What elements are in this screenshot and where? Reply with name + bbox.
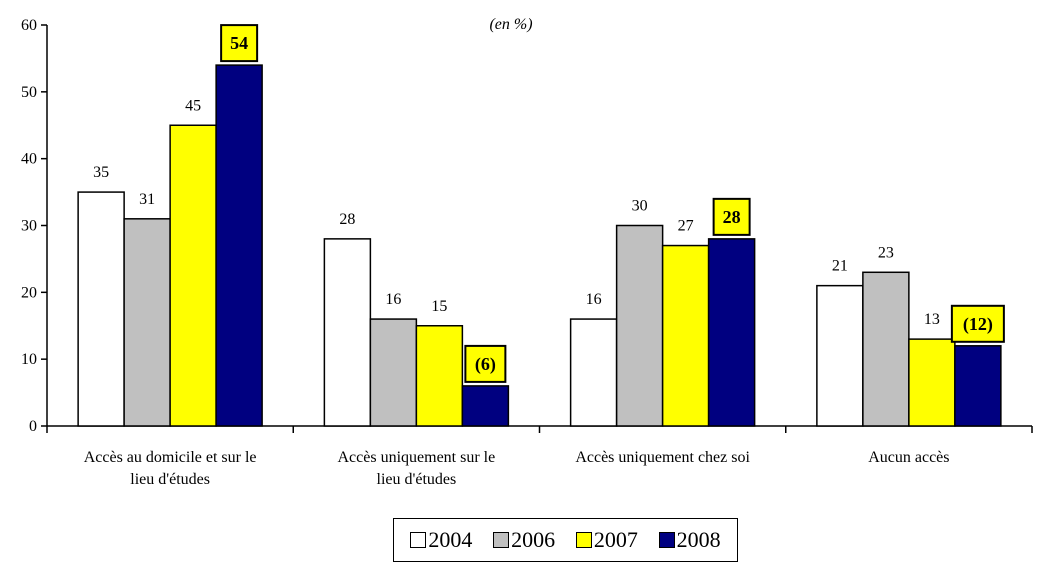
legend-label: 2004 bbox=[428, 527, 473, 552]
highlight-label-box bbox=[220, 24, 259, 63]
axes: 0 10 20 30 40 50 60 Accès au domicile et sur le… bbox=[21, 17, 1033, 488]
data-label: 21 bbox=[832, 258, 848, 275]
legend-label: 2008 bbox=[676, 527, 721, 552]
legend-swatch bbox=[575, 532, 592, 548]
highlight-label-box bbox=[712, 197, 751, 236]
bar-2006 bbox=[862, 271, 910, 427]
bar-2004 bbox=[816, 284, 864, 427]
data-label: 16 bbox=[385, 291, 401, 308]
legend-label: 2006 bbox=[511, 527, 556, 552]
bar-2007 bbox=[661, 244, 710, 427]
y-tick-label: 30 bbox=[21, 218, 37, 235]
data-label: (12) bbox=[963, 314, 993, 335]
data-label: 35 bbox=[93, 164, 109, 181]
bar-2007 bbox=[415, 325, 464, 427]
data-label: 45 bbox=[185, 97, 201, 114]
legend-item-2006: 2006 bbox=[493, 527, 555, 553]
bar-2008 bbox=[461, 385, 510, 427]
bar-chart: (en %) 0 10 20 30 40 50 60 Accès au domicile et… bbox=[21, 16, 1033, 488]
legend-swatch bbox=[658, 532, 675, 548]
data-label: 28 bbox=[339, 211, 355, 228]
highlight-label-box bbox=[464, 344, 507, 383]
y-tick-label: 60 bbox=[21, 17, 37, 34]
legend-swatch bbox=[493, 532, 510, 548]
bars bbox=[77, 64, 1002, 427]
bar-2006 bbox=[615, 224, 664, 427]
bar-2004 bbox=[323, 238, 372, 427]
bar-2008 bbox=[215, 64, 263, 427]
y-tick-label: 40 bbox=[21, 151, 37, 168]
bar-2004 bbox=[77, 191, 125, 427]
y-tick-label: 10 bbox=[21, 351, 37, 368]
bar-2008 bbox=[954, 345, 1002, 427]
legend-item-2007: 2007 bbox=[575, 527, 638, 553]
y-tick-label: 0 bbox=[29, 418, 37, 435]
bar-2006 bbox=[123, 218, 171, 427]
data-label: 30 bbox=[632, 198, 648, 215]
data-label: 15 bbox=[431, 298, 447, 315]
data-labels: 35 31 45 54 28 16 15 (6) 16 30 27 28 21 23 13 (12) bbox=[93, 24, 1005, 383]
legend-item-2004: 2004 bbox=[410, 527, 472, 553]
bar-2007 bbox=[908, 338, 956, 427]
data-label: 16 bbox=[586, 291, 602, 308]
bar-2008 bbox=[707, 238, 756, 427]
bar-2004 bbox=[569, 318, 618, 427]
bar-2006 bbox=[369, 318, 418, 427]
y-tick-label: 20 bbox=[21, 284, 37, 301]
legend: 2004 2006 2007 2008 bbox=[393, 518, 738, 562]
data-label: 28 bbox=[723, 207, 741, 227]
y-tick-label: 50 bbox=[21, 84, 37, 101]
legend-label: 2007 bbox=[593, 527, 638, 552]
data-label: (6) bbox=[475, 354, 496, 375]
data-label: 23 bbox=[878, 244, 894, 261]
x-category-label: Accès uniquement chez soi bbox=[575, 449, 750, 466]
data-label: 31 bbox=[139, 191, 155, 208]
chart-subtitle: (en %) bbox=[489, 16, 532, 33]
x-category-label: Accès uniquement sur le lieu d'études bbox=[338, 449, 496, 488]
data-label: 13 bbox=[924, 311, 940, 328]
legend-swatch bbox=[410, 532, 427, 548]
bar-2007 bbox=[169, 124, 217, 427]
data-label: 54 bbox=[230, 33, 248, 53]
x-category-label: Accès au domicile et sur le lieu d'études bbox=[84, 449, 257, 488]
legend-item-2008: 2008 bbox=[658, 527, 721, 553]
data-label: 27 bbox=[678, 218, 694, 235]
x-category-label: Aucun accès bbox=[868, 449, 949, 466]
highlight-label-box bbox=[950, 304, 1005, 343]
